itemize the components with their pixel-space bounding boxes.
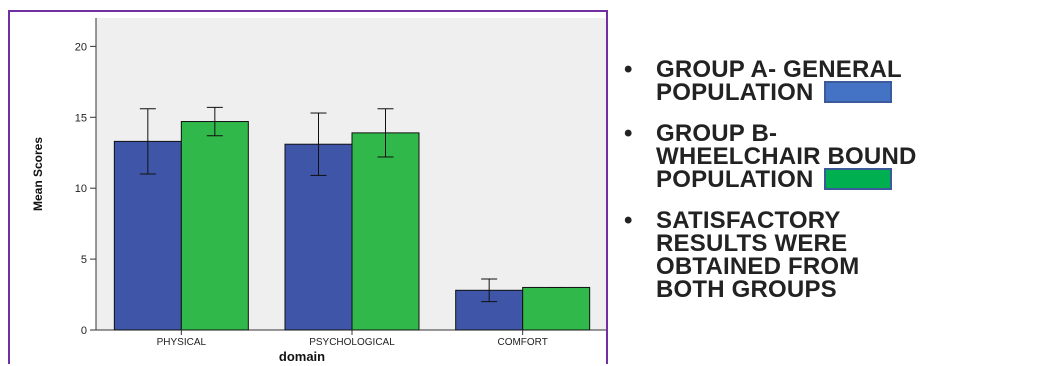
y-tick-label: 20 bbox=[75, 41, 87, 53]
legend-text: GROUP B- bbox=[656, 120, 778, 147]
legend-text: RESULTS WERE bbox=[656, 230, 848, 257]
chart-frame: 0 5 10 15 20 Mean Scores PHYSICAL PSYCHOLOGICAL… bbox=[8, 10, 608, 364]
legend-text-line: WHEELCHAIR BOUND bbox=[656, 143, 1036, 170]
bullet-icon: • bbox=[624, 120, 633, 147]
y-axis-label: Mean Scores bbox=[31, 137, 45, 211]
legend-text-line: RESULTS WERE bbox=[656, 230, 1036, 257]
legend-text: BOTH GROUPS bbox=[656, 276, 837, 303]
legend-text: POPULATION bbox=[656, 79, 814, 106]
legend-swatch bbox=[823, 168, 892, 190]
legend-text-line: GROUP B- bbox=[656, 120, 1036, 147]
y-tick-label: 5 bbox=[81, 254, 87, 266]
bullet-icon: • bbox=[624, 56, 633, 83]
legend-text-line: BOTH GROUPS bbox=[656, 276, 1036, 303]
legend-item-1: • GROUP A- GENERAL POPULATION bbox=[624, 56, 1036, 106]
legend-text-line: GROUP A- GENERAL bbox=[656, 56, 1036, 83]
bar-series2-psychological bbox=[351, 132, 420, 331]
legend-text: OBTAINED FROM bbox=[656, 253, 860, 280]
legend-item-3: • SATISFACTORY RESULTS WERE OBTAINED FROM BO… bbox=[624, 207, 1036, 303]
legend-text: GROUP A- GENERAL bbox=[656, 56, 902, 83]
bullet-icon: • bbox=[624, 207, 633, 234]
legend-text: SATISFACTORY bbox=[656, 207, 841, 234]
bar-series2-comfort bbox=[522, 286, 591, 331]
legend-text-line: POPULATION bbox=[656, 79, 1036, 106]
x-tick-label-psychological: PSYCHOLOGICAL bbox=[309, 337, 395, 348]
bar-chart: 0 5 10 15 20 Mean Scores PHYSICAL PSYCHOLOGICAL… bbox=[31, 18, 606, 364]
x-tick-label-comfort: COMFORT bbox=[497, 337, 547, 348]
legend-text: WHEELCHAIR BOUND bbox=[656, 143, 917, 170]
y-tick-label: 10 bbox=[75, 183, 87, 195]
y-tick-label: 15 bbox=[75, 112, 87, 124]
legend-text: POPULATION bbox=[656, 166, 814, 193]
legend-text-line: OBTAINED FROM bbox=[656, 253, 1036, 280]
bar-series2-physical bbox=[180, 121, 249, 331]
x-tick-label-physical: PHYSICAL bbox=[157, 337, 207, 348]
y-tick-label: 0 bbox=[81, 325, 87, 337]
legend-text-line: POPULATION bbox=[656, 166, 1036, 193]
legend-swatch bbox=[823, 81, 892, 103]
x-axis-label: domain bbox=[279, 349, 325, 364]
legend-panel: • GROUP A- GENERAL POPULATION • GROUP B- WHEE… bbox=[624, 58, 1036, 319]
legend-item-2: • GROUP B- WHEELCHAIR BOUND POPULATION bbox=[624, 120, 1036, 193]
legend-text-line: SATISFACTORY bbox=[656, 207, 1036, 234]
